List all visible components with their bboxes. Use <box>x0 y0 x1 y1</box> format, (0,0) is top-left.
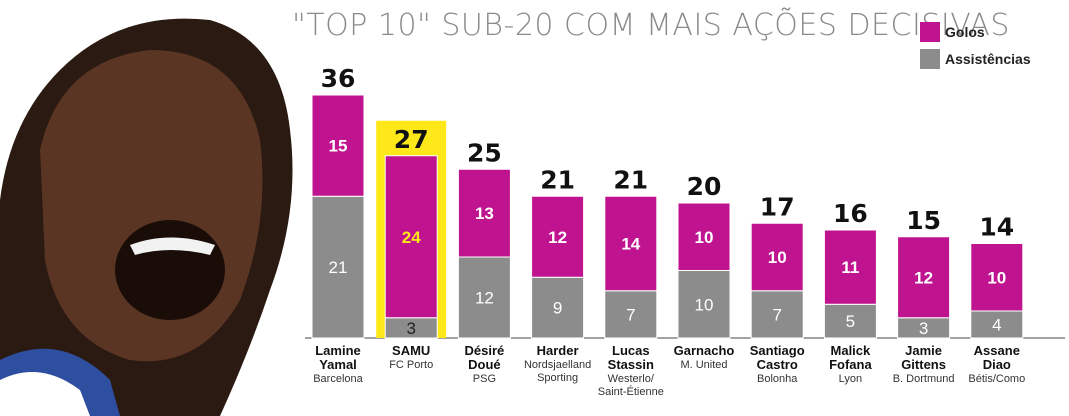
player-3-golos-bar <box>457 168 511 258</box>
player-2-total-label: 27 <box>394 125 429 154</box>
player-8-golos-bar <box>823 229 877 305</box>
player-5-assistencias-label: 7 <box>626 305 635 324</box>
player-10-golos-label: 10 <box>987 268 1006 287</box>
player-5-club-line-2: Saint-Étienne <box>598 385 664 398</box>
legend-entry-golos: Golos <box>920 20 1031 43</box>
player-6-club-line-1: M. United <box>680 359 727 371</box>
player-5-golos-bar <box>604 195 658 292</box>
legend-entry-assistencias: Assistências <box>920 47 1031 70</box>
legend-label-golos: Golos <box>945 23 985 40</box>
player-1-total-label: 36 <box>321 64 356 93</box>
player-7-club-line-1: Bolonha <box>757 373 798 385</box>
player-9-golos-bar <box>897 236 951 319</box>
legend-label-assistencias: Assistências <box>945 50 1031 67</box>
player-4-name-line-1: Harder <box>537 343 579 358</box>
player-8-club-line-1: Lyon <box>839 373 862 385</box>
player-3-assistencias-bar <box>457 256 511 339</box>
player-9-assistencias-label: 3 <box>919 319 928 338</box>
player-8-golos-label: 11 <box>841 258 859 277</box>
player-6-assistencias-bar <box>677 270 731 339</box>
player-4-total-label: 21 <box>540 165 575 194</box>
player-8-total-label: 16 <box>833 199 868 228</box>
player-7-assistencias-bar <box>750 290 804 339</box>
player-2-assistencias-label: 3 <box>406 319 415 338</box>
player-1-name-line-1: Lamine <box>315 343 361 358</box>
player-4-assistencias-label: 9 <box>553 299 562 318</box>
player-9-name-line-1: Jamie <box>905 343 942 358</box>
player-3-total-label: 25 <box>467 138 502 167</box>
player-4-club-line-2: Sporting <box>537 372 578 384</box>
player-10-name-line-1: Assane <box>974 343 1020 358</box>
player-5-golos-label: 14 <box>621 235 640 254</box>
player-2-golos-bar <box>384 155 438 319</box>
player-4-golos-bar <box>531 195 585 278</box>
player-5-club-line-1: Westerlo/ <box>608 373 655 385</box>
player-9-club-line-1: B. Dortmund <box>893 373 955 385</box>
player-3-club-line-1: PSG <box>473 373 496 385</box>
player-10-club-line-1: Bétis/Como <box>968 373 1025 385</box>
player-7-golos-bar <box>750 222 804 292</box>
player-7-name-line-1: Santiago <box>750 343 805 358</box>
player-1-name-line-2: Yamal <box>319 357 357 372</box>
player-10-total-label: 14 <box>979 213 1014 242</box>
player-1-assistencias-label: 21 <box>329 258 348 277</box>
player-6-golos-bar <box>677 202 731 271</box>
player-photo <box>0 18 293 416</box>
legend-swatch-assistencias <box>920 48 940 69</box>
player-8-assistencias-label: 5 <box>846 312 855 331</box>
player-1-club-line-1: Barcelona <box>313 373 363 385</box>
player-8-name-line-2: Fofana <box>829 357 872 372</box>
player-2-golos-label: 24 <box>402 228 421 247</box>
chart-title: "TOP 10" SUB-20 COM MAIS AÇÕES DECISIVAS <box>292 8 1010 43</box>
legend-swatch-golos <box>920 21 940 42</box>
player-3-name-line-1: Désiré <box>465 343 505 358</box>
player-9-golos-label: 12 <box>914 268 933 287</box>
chart-legend: Golos Assistências <box>920 20 1031 74</box>
player-6-golos-label: 10 <box>695 228 714 247</box>
player-7-assistencias-label: 7 <box>772 305 781 324</box>
player-7-total-label: 17 <box>760 192 795 221</box>
player-9-total-label: 15 <box>906 206 941 235</box>
player-2-club-line-1: FC Porto <box>389 359 433 371</box>
player-4-golos-label: 12 <box>548 228 567 247</box>
player-10-golos-bar <box>970 243 1024 312</box>
player-8-name-line-1: Malick <box>831 343 872 358</box>
player-5-assistencias-bar <box>604 290 658 339</box>
player-1-golos-label: 15 <box>329 137 348 156</box>
player-10-assistencias-label: 4 <box>992 316 1001 335</box>
player-3-name-line-2: Doué <box>468 357 501 372</box>
player-5-name-line-1: Lucas <box>612 343 650 358</box>
player-3-golos-label: 13 <box>475 204 494 223</box>
player-9-name-line-2: Gittens <box>901 357 946 372</box>
player-7-name-line-2: Castro <box>757 357 798 372</box>
player-2-name-line-1: SAMU <box>392 343 430 358</box>
player-5-name-line-2: Stassin <box>608 357 654 372</box>
player-5-total-label: 21 <box>613 165 648 194</box>
player-7-golos-label: 10 <box>768 248 787 267</box>
player-6-assistencias-label: 10 <box>695 295 714 314</box>
player-6-name-line-1: Garnacho <box>674 343 735 358</box>
player-1-golos-bar <box>311 94 365 197</box>
player-10-name-line-2: Diao <box>983 357 1011 372</box>
player-6-total-label: 20 <box>687 172 722 201</box>
player-4-club-line-1: Nordsjaelland <box>524 359 591 371</box>
player-3-assistencias-label: 12 <box>475 289 494 308</box>
player-8-assistencias-bar <box>823 303 877 339</box>
